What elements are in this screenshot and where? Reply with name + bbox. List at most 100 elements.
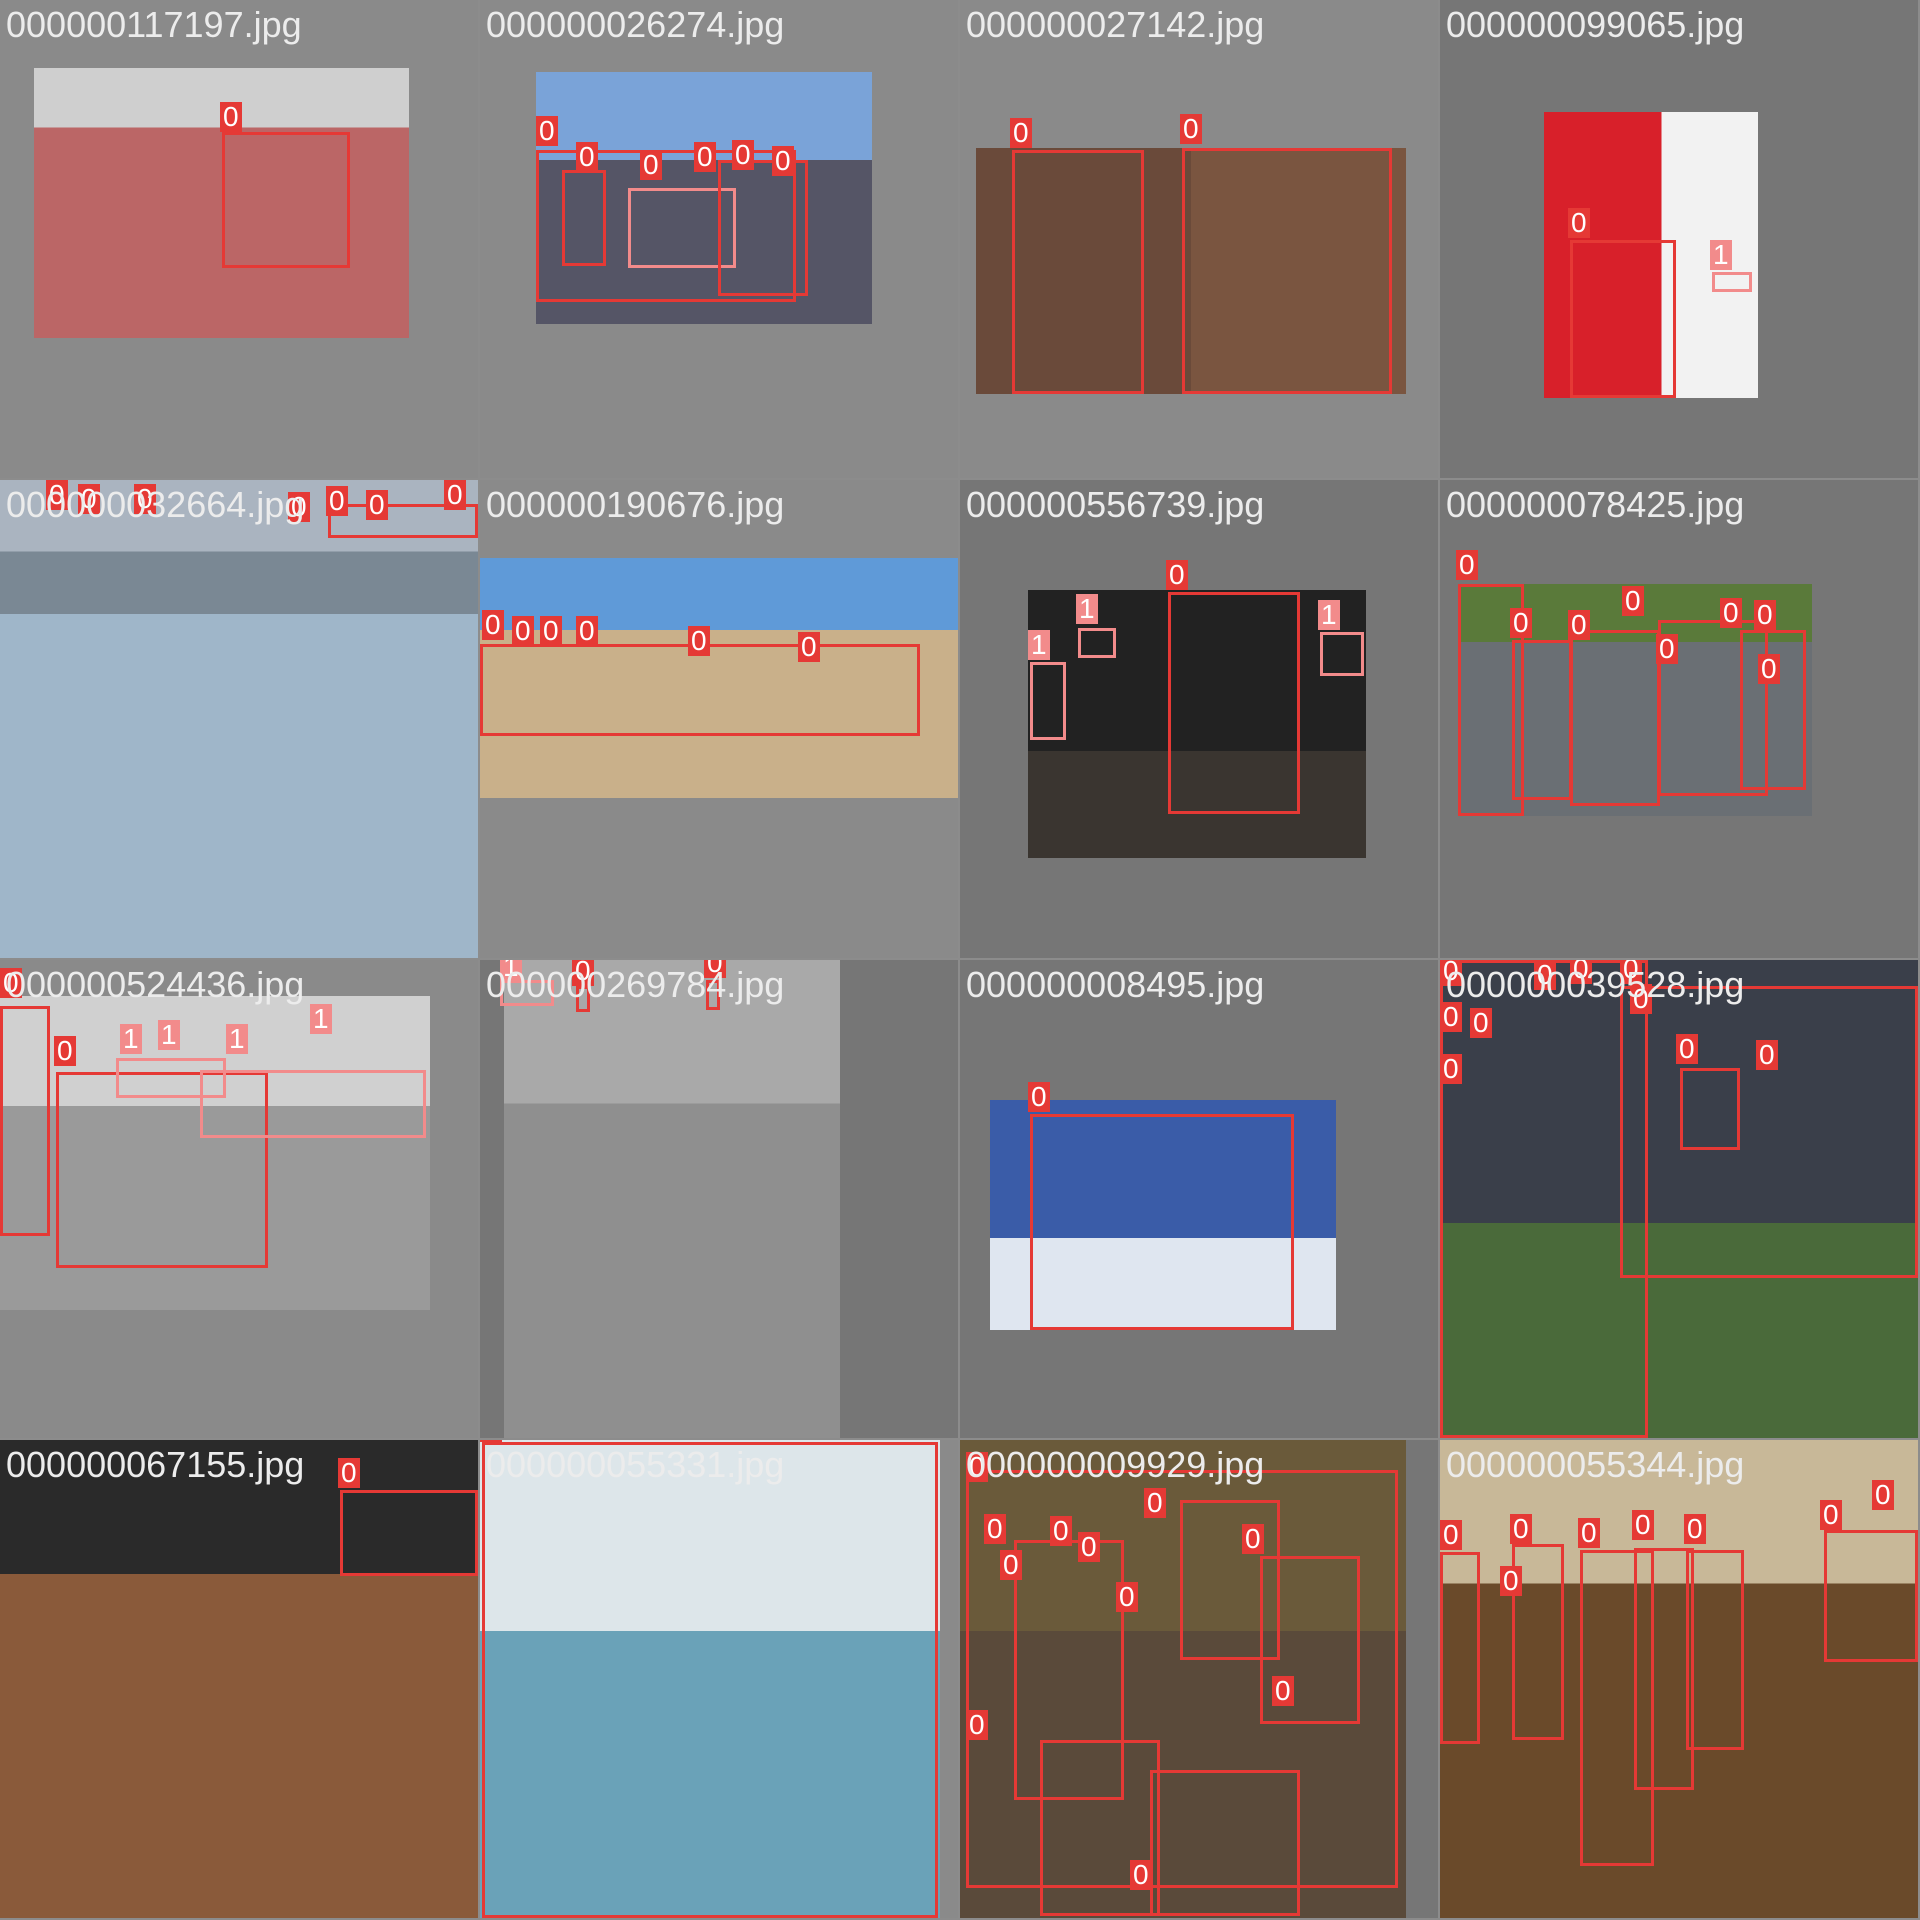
detection-label: 0 — [576, 142, 598, 172]
detection-label: 0 — [798, 632, 820, 662]
tile-15: 000000009929.jpg 0 0 0 0 0 0 0 0 0 0 0 — [960, 1440, 1438, 1918]
photo-street-crowd — [536, 72, 872, 324]
detection-label: 0 — [1630, 984, 1652, 1014]
detection-label: 0 — [366, 490, 388, 520]
tile-3: 000000027142.jpg 0 0 — [960, 0, 1438, 478]
detection-label: 0 — [1656, 634, 1678, 664]
detection-label: 0 — [1620, 960, 1642, 984]
detection-label: 0 — [1166, 560, 1188, 590]
tile-11: 000000008495.jpg 0 — [960, 960, 1438, 1438]
detection-label: 0 — [1440, 1002, 1462, 1032]
tile-8: 000000078425.jpg 0 0 0 0 0 0 0 0 — [1440, 480, 1918, 958]
tile-5: 000000032664.jpg 0 0 0 0 0 0 0 — [0, 480, 478, 958]
detection-box — [1320, 632, 1364, 676]
detection-label: 0 — [688, 626, 710, 656]
detection-box — [1570, 630, 1660, 806]
detection-label: 0 — [1078, 1532, 1100, 1562]
detection-label: 0 — [966, 1710, 988, 1740]
photo-bench — [0, 480, 478, 958]
detection-box — [576, 986, 590, 1012]
detection-label: 0 — [1144, 1488, 1166, 1518]
detection-label: 0 — [704, 960, 726, 978]
detection-box — [222, 132, 350, 268]
detection-label: 1 — [158, 1020, 180, 1050]
detection-label: 0 — [1130, 1860, 1152, 1890]
detection-box — [1260, 1556, 1360, 1724]
detection-label: 0 — [1180, 114, 1202, 144]
detection-label: 0 — [576, 616, 598, 646]
detection-label: 0 — [1028, 1082, 1050, 1112]
detection-label: 0 — [78, 484, 100, 514]
detection-label: 0 — [0, 968, 22, 998]
tile-7: 000000556739.jpg 0 1 1 1 — [960, 480, 1438, 958]
detection-label: 0 — [1510, 608, 1532, 638]
detection-label: 0 — [480, 1440, 502, 1442]
tile-1: 000000117197.jpg 0 — [0, 0, 478, 478]
detection-label: 1 — [1028, 630, 1050, 660]
detection-label: 0 — [984, 1514, 1006, 1544]
detection-label: 0 — [1756, 1040, 1778, 1070]
photo-airfield-panorama — [480, 558, 958, 798]
detection-label: 1 — [226, 1024, 248, 1054]
detection-box — [340, 1490, 478, 1576]
detection-label: 0 — [1568, 208, 1590, 238]
detection-label: 0 — [1758, 654, 1780, 684]
filename-label: 000000099065.jpg — [1446, 4, 1745, 45]
photo-skier — [990, 1100, 1336, 1330]
detection-box — [116, 1058, 226, 1098]
detection-box — [1150, 1770, 1300, 1916]
detection-label: 1 — [1318, 600, 1340, 630]
detection-box — [1180, 1500, 1280, 1660]
detection-label: 1 — [120, 1024, 142, 1054]
detection-box — [1168, 592, 1300, 814]
detection-box — [200, 1070, 426, 1138]
detection-box — [1658, 620, 1768, 796]
filename-label: 000000008495.jpg — [966, 964, 1265, 1005]
detection-box — [1686, 1550, 1744, 1750]
filename-label: 000000524436.jpg — [6, 964, 305, 1005]
detection-label: 0 — [1500, 1566, 1522, 1596]
detection-box — [966, 1470, 1398, 1888]
detection-box — [1182, 148, 1392, 394]
detection-label: 0 — [1820, 1500, 1842, 1530]
filename-label: 000000032664.jpg — [6, 484, 305, 525]
detection-label: 0 — [444, 480, 466, 510]
detection-label: 0 — [572, 960, 594, 986]
detection-box — [1620, 986, 1918, 1278]
detection-label: 0 — [46, 480, 68, 510]
detection-label: 1 — [1710, 240, 1732, 270]
detection-box — [1458, 584, 1524, 816]
detection-box — [56, 1072, 268, 1268]
detection-label: 0 — [1684, 1514, 1706, 1544]
detection-label: 0 — [640, 150, 662, 180]
filename-label: 000000117197.jpg — [6, 4, 302, 45]
detection-label: 0 — [134, 484, 156, 514]
detection-label: 0 — [1440, 1054, 1462, 1084]
detection-label: 0 — [326, 486, 348, 516]
detection-box — [1680, 1068, 1740, 1150]
filename-label: 000000269784.jpg — [486, 964, 785, 1005]
detection-label: 0 — [1754, 600, 1776, 630]
detection-box — [1824, 1530, 1918, 1662]
filename-label: 000000190676.jpg — [486, 484, 785, 525]
filename-label: 000000078425.jpg — [1446, 484, 1745, 525]
detection-label: 0 — [536, 116, 558, 146]
detection-label: 0 — [1534, 960, 1556, 990]
tile-2: 000000026274.jpg 0 0 0 0 0 0 — [480, 0, 958, 478]
tile-10: 000000269784.jpg 1 0 0 — [480, 960, 958, 1438]
detection-label: 0 — [1116, 1582, 1138, 1612]
tile-6: 000000190676.jpg 0 0 0 0 0 0 — [480, 480, 958, 958]
detection-label: 0 — [772, 146, 794, 176]
filename-label: 000000027142.jpg — [966, 4, 1265, 45]
detection-label: 0 — [288, 492, 310, 522]
detection-label: 0 — [732, 140, 754, 170]
detection-label: 0 — [54, 1036, 76, 1066]
detection-label: 0 — [1272, 1676, 1294, 1706]
tile-9: 000000524436.jpg 0 0 1 1 1 1 — [0, 960, 478, 1438]
tile-12: 000000039528.jpg 0 0 0 0 0 0 0 0 0 0 — [1440, 960, 1918, 1438]
detection-box — [1030, 1114, 1294, 1330]
detection-box — [1740, 630, 1806, 790]
detection-label: 0 — [1440, 960, 1462, 986]
detection-box — [1078, 628, 1116, 658]
detection-label: 0 — [694, 142, 716, 172]
